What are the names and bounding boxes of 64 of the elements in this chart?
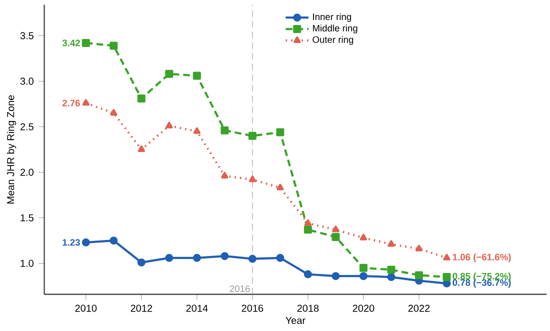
point <box>387 273 396 282</box>
x-tick-label: 2012 <box>130 304 152 312</box>
point <box>443 254 450 260</box>
y-tick-label: 2.0 <box>20 168 34 176</box>
point <box>304 219 312 226</box>
y-tick-label: 1.0 <box>20 260 34 267</box>
data-label: 1.23 <box>62 239 80 246</box>
point <box>220 252 229 260</box>
data-label: 2.76 <box>62 100 80 106</box>
point <box>304 226 312 234</box>
point <box>220 126 229 134</box>
legend-label: Inner ring <box>313 13 352 22</box>
point <box>248 176 256 182</box>
point <box>137 258 146 266</box>
y-tick-label: 1.5 <box>20 214 34 222</box>
x-axis-title: Year <box>286 316 306 324</box>
y-tick-label: 3.0 <box>20 78 34 85</box>
legend-label: Middle ring <box>313 24 358 34</box>
x-tick-label: 2010 <box>75 304 97 312</box>
point <box>388 240 395 247</box>
point <box>82 238 90 246</box>
x-tick-label: 2022 <box>408 304 430 312</box>
point <box>192 254 201 262</box>
y-tick-label: 3.5 <box>20 32 34 40</box>
point <box>332 232 340 241</box>
point <box>110 42 118 50</box>
point <box>359 272 368 280</box>
point <box>332 272 340 280</box>
data-label: 1.06 (−61.6%) <box>452 254 511 262</box>
point <box>138 146 146 152</box>
point <box>193 127 201 134</box>
point <box>359 264 368 272</box>
x-tick-label: 2014 <box>186 304 208 312</box>
point <box>248 254 256 263</box>
legend-label: Outer ring <box>312 36 354 45</box>
data-label: 0.78 (−36.7%) <box>452 279 511 288</box>
point <box>248 132 256 140</box>
y-tick-label: 2.5 <box>20 123 34 130</box>
point <box>414 271 423 280</box>
x-tick-label: 2020 <box>352 304 374 312</box>
x-tick-label: 2018 <box>297 304 319 312</box>
point <box>166 122 173 128</box>
point <box>82 38 90 47</box>
x-tick-label: 2016 <box>242 304 264 312</box>
point <box>442 273 451 282</box>
point <box>276 254 284 262</box>
point <box>332 226 340 232</box>
point <box>137 94 146 103</box>
data-label: 3.42 <box>62 40 80 46</box>
point <box>276 128 284 136</box>
point <box>387 266 396 274</box>
point <box>276 184 284 190</box>
point <box>360 234 368 240</box>
point <box>110 236 118 245</box>
point <box>165 254 174 262</box>
y-axis-title: Mean JHR by Ring Zone <box>6 95 16 204</box>
ref-line-label: 2016 <box>230 285 250 292</box>
point <box>304 270 312 278</box>
point <box>82 99 90 106</box>
point <box>110 109 118 116</box>
point <box>165 70 174 78</box>
point <box>415 244 423 252</box>
point <box>192 72 201 80</box>
point <box>221 172 228 178</box>
